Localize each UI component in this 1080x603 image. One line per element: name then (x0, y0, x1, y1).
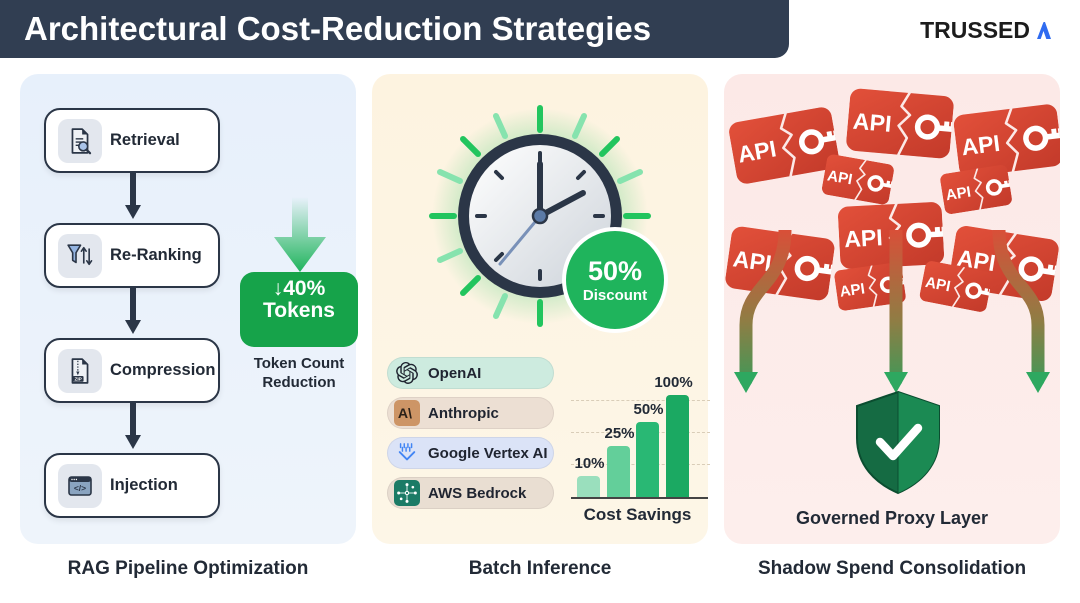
svg-text:A\: A\ (398, 406, 412, 422)
svg-text:</>: </> (74, 483, 86, 493)
svg-text:ZIP: ZIP (74, 376, 81, 382)
